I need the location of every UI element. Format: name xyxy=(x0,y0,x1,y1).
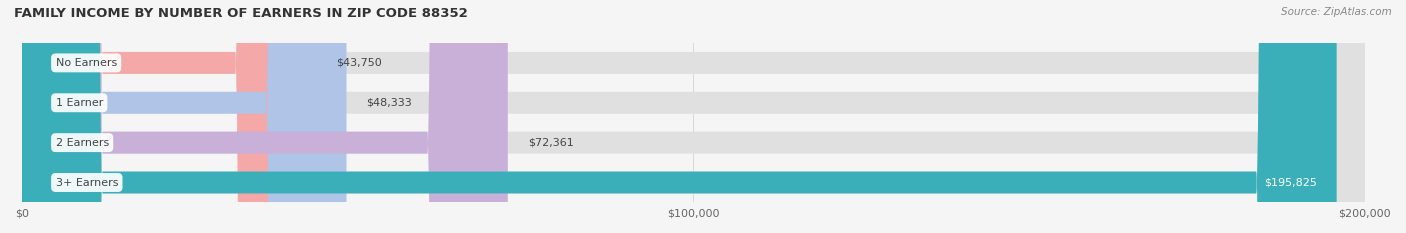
Text: $48,333: $48,333 xyxy=(367,98,412,108)
FancyBboxPatch shape xyxy=(22,0,1337,233)
FancyBboxPatch shape xyxy=(22,0,346,233)
FancyBboxPatch shape xyxy=(22,0,1365,233)
Text: Source: ZipAtlas.com: Source: ZipAtlas.com xyxy=(1281,7,1392,17)
Text: 2 Earners: 2 Earners xyxy=(56,138,108,148)
Text: $43,750: $43,750 xyxy=(336,58,381,68)
Text: 3+ Earners: 3+ Earners xyxy=(56,178,118,188)
Text: 1 Earner: 1 Earner xyxy=(56,98,103,108)
FancyBboxPatch shape xyxy=(22,0,1365,233)
Text: No Earners: No Earners xyxy=(56,58,117,68)
Text: FAMILY INCOME BY NUMBER OF EARNERS IN ZIP CODE 88352: FAMILY INCOME BY NUMBER OF EARNERS IN ZI… xyxy=(14,7,468,20)
FancyBboxPatch shape xyxy=(22,0,316,233)
FancyBboxPatch shape xyxy=(22,0,1365,233)
Text: $195,825: $195,825 xyxy=(1264,178,1316,188)
Text: $72,361: $72,361 xyxy=(527,138,574,148)
FancyBboxPatch shape xyxy=(22,0,1365,233)
FancyBboxPatch shape xyxy=(22,0,508,233)
